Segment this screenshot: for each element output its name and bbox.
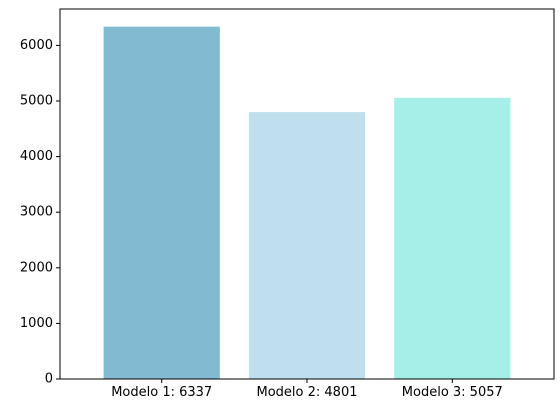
bar <box>394 97 511 379</box>
bar <box>103 26 220 380</box>
x-tick-label: Modelo 1: 6337 <box>111 385 212 400</box>
plot-area: 0 1000 2000 3000 4000 5000 6000 Modelo 1: 6337 M… <box>20 8 555 400</box>
x-tick-label: Modelo 2: 4801 <box>257 385 358 400</box>
y-tick-label: 0 <box>45 372 53 387</box>
bar <box>248 112 366 379</box>
y-tick-label: 1000 <box>20 316 53 331</box>
axes-frame <box>59 8 555 380</box>
y-tick-label: 5000 <box>20 94 53 109</box>
y-tick-label: 4000 <box>20 149 53 164</box>
y-tick-label: 2000 <box>20 260 53 275</box>
y-tick-label: 3000 <box>20 205 53 220</box>
y-tick-label: 6000 <box>20 38 53 53</box>
x-tick-label: Modelo 3: 5057 <box>402 385 503 400</box>
